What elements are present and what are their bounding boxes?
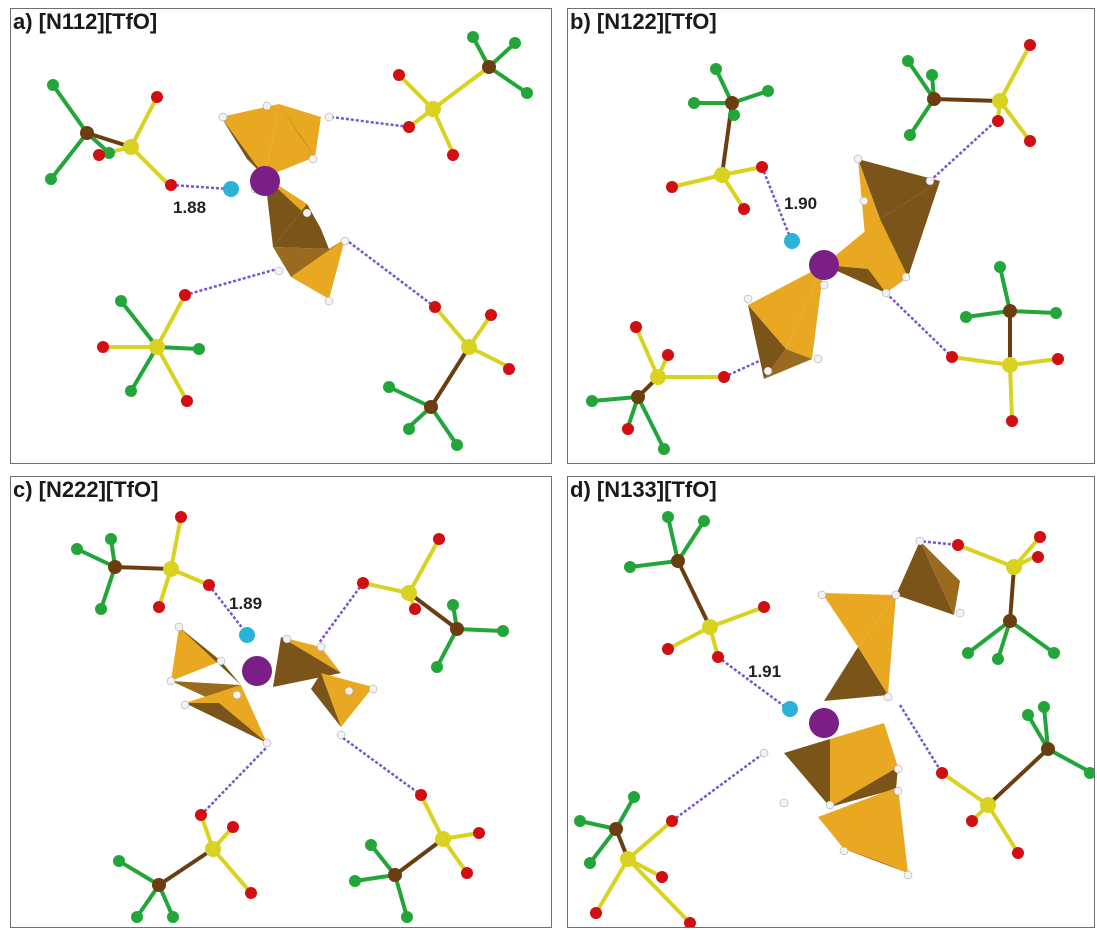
panel-a-title: a) [N112][TfO]: [13, 9, 158, 34]
panel-d: d) [N133][TfO]: [567, 476, 1095, 928]
panel-a: a) [N112][TfO]: [10, 8, 552, 464]
cation-a: [218, 101, 350, 306]
panel-b-structure: 1.90: [586, 39, 1064, 455]
cation-d: [759, 536, 965, 880]
distance-label-a: 1.88: [173, 198, 206, 217]
anion-c3: [113, 809, 257, 923]
panel-d-structure: 1.91: [574, 511, 1094, 927]
hydrogen-bonds-d: [671, 539, 959, 823]
anion-a2: [393, 31, 533, 161]
panel-c-title: c) [N222][TfO]: [13, 477, 159, 502]
hydrogen-bonds-a: [170, 115, 436, 308]
anion-d1: [624, 511, 770, 663]
hydrogen-bonds-c: [200, 582, 422, 816]
anion-c4: [349, 789, 485, 923]
panel-b: b) [N122][TfO]: [567, 8, 1095, 464]
anion-d3: [574, 791, 696, 927]
cation-b: [743, 154, 940, 379]
panel-d-title: d) [N133][TfO]: [570, 477, 717, 502]
anion-b4: [946, 261, 1064, 427]
anion-a3: [97, 289, 205, 407]
anion-b1: [666, 63, 774, 215]
distance-label-b: 1.90: [784, 194, 817, 213]
distance-label-c: 1.89: [229, 594, 262, 613]
panel-c-structure: 1.89: [71, 511, 509, 923]
anion-d2: [952, 531, 1060, 665]
distance-label-d: 1.91: [748, 662, 781, 681]
panel-b-title: b) [N122][TfO]: [570, 9, 717, 34]
anion-b3: [586, 321, 730, 455]
anion-c1: [71, 511, 215, 615]
cation-c: [166, 622, 378, 748]
anion-a1: [45, 79, 177, 191]
anion-c2: [357, 533, 509, 673]
anion-d4: [936, 701, 1094, 859]
panel-a-structure: 1.88: [45, 31, 533, 451]
anion-b2: [902, 39, 1036, 147]
anion-a4: [383, 301, 515, 451]
panel-c: c) [N222][TfO]: [10, 476, 552, 928]
